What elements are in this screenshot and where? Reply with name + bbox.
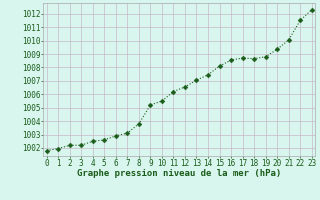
X-axis label: Graphe pression niveau de la mer (hPa): Graphe pression niveau de la mer (hPa): [77, 169, 281, 178]
